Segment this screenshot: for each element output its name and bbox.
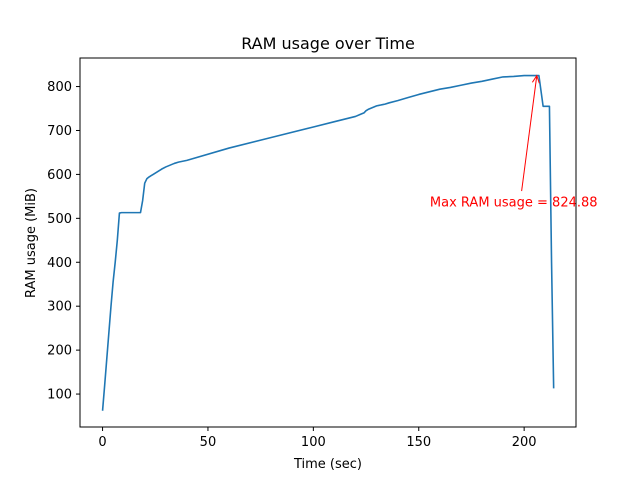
y-tick-label: 100 [47, 388, 72, 403]
plot-area [101, 74, 555, 411]
annotation-arrowhead [531, 74, 540, 84]
x-tick-label: 0 [98, 435, 106, 450]
y-tick-label: 800 [47, 80, 72, 95]
x-tick-label: 200 [512, 435, 537, 450]
x-axis: 0 50 100 150 200 [98, 427, 537, 450]
y-axis-label: RAM usage (MiB) [24, 188, 39, 298]
y-axis: 100 200 300 400 500 600 700 800 [47, 80, 80, 403]
y-tick-label: 300 [47, 300, 72, 315]
y-tick-label: 600 [47, 168, 72, 183]
y-tick-label: 400 [47, 256, 72, 271]
y-tick-label: 500 [47, 212, 72, 227]
annotation-label: Max RAM usage = 824.88 [430, 195, 598, 210]
annotation: Max RAM usage = 824.88 [430, 74, 598, 210]
y-tick-label: 200 [47, 344, 72, 359]
ram-usage-line [101, 74, 555, 411]
x-tick-label: 150 [406, 435, 431, 450]
x-axis-label: Time (sec) [293, 457, 362, 472]
annotation-arrow [521, 75, 538, 192]
chart-title: RAM usage over Time [241, 34, 415, 53]
x-tick-label: 50 [200, 435, 217, 450]
y-tick-label: 700 [47, 124, 72, 139]
x-tick-label: 100 [301, 435, 326, 450]
plot-frame [79, 57, 577, 428]
